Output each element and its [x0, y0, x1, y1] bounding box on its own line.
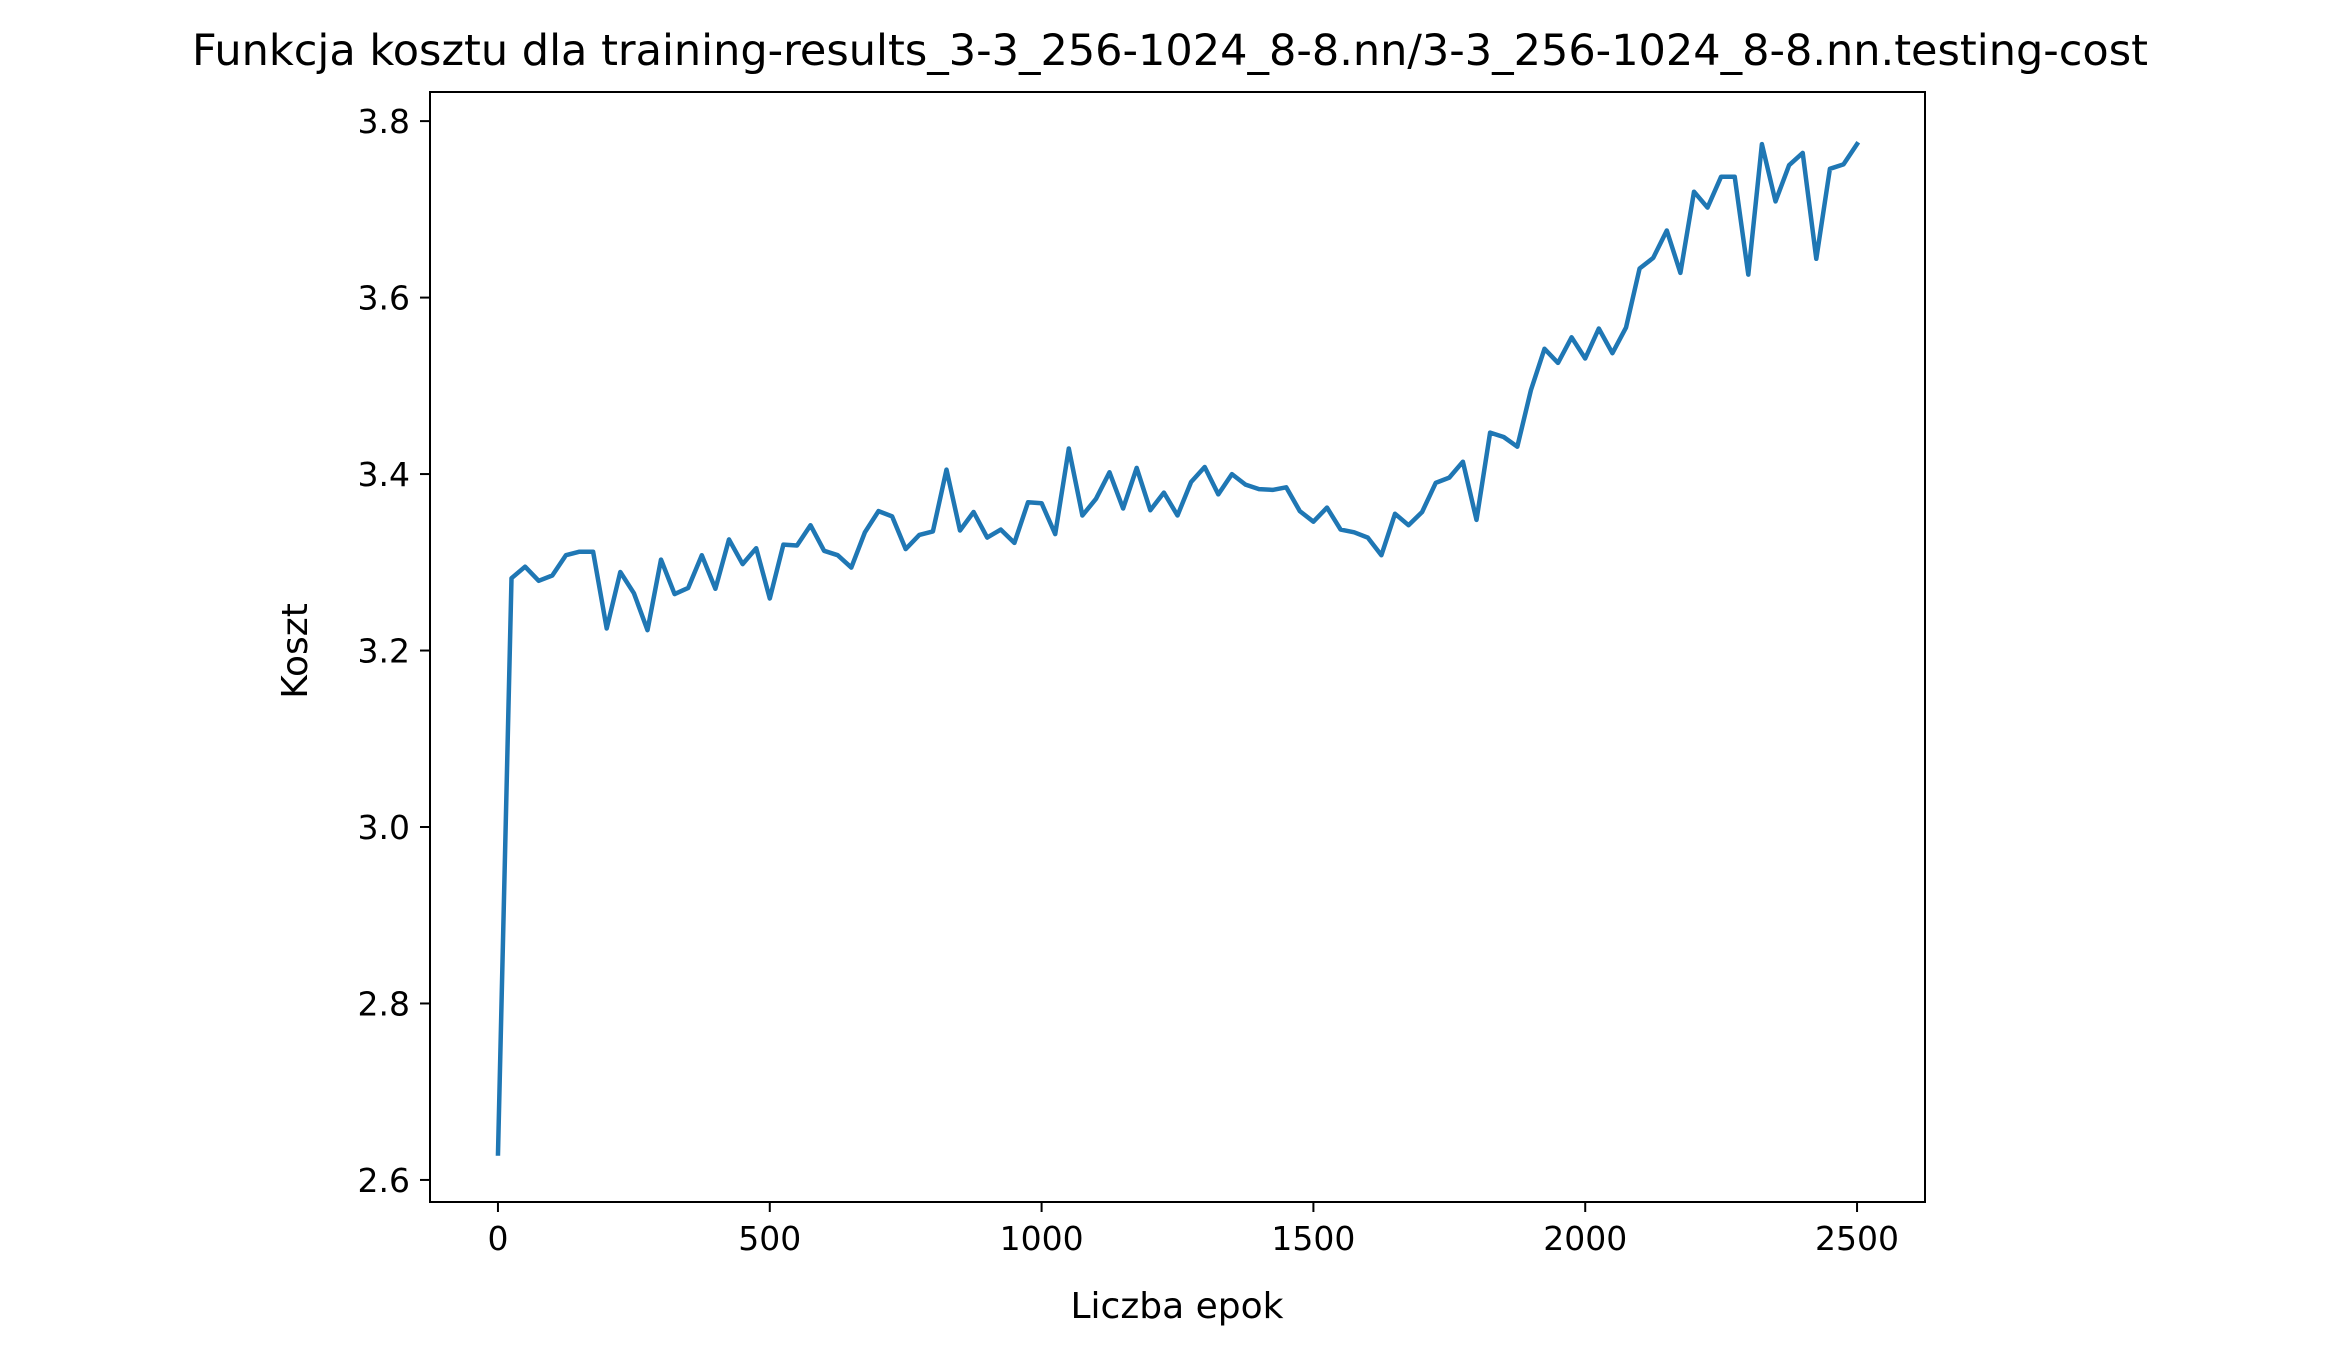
x-tick-label: 2500 — [1815, 1219, 1899, 1258]
series-group — [495, 140, 1861, 1156]
plot-area — [429, 91, 1926, 1203]
y-tick-label: 3.4 — [358, 455, 410, 494]
x-tick-label: 0 — [487, 1219, 508, 1258]
y-tick-label: 3.2 — [358, 632, 410, 671]
chart-title: Funkcja kosztu dla training-results_3-3_… — [192, 26, 2148, 76]
x-tick-label: 1000 — [1000, 1219, 1084, 1258]
x-axis: 0 500 1000 1500 2000 2500 — [487, 1202, 1899, 1258]
y-tick-label: 3.8 — [358, 102, 410, 141]
y-tick-label: 2.8 — [358, 984, 410, 1023]
x-tick-label: 1500 — [1271, 1219, 1355, 1258]
y-axis: 2.6 2.8 3.0 3.2 3.4 3.6 3.8 — [358, 102, 430, 1200]
y-tick-label: 2.6 — [358, 1161, 410, 1200]
x-tick-label: 500 — [738, 1219, 801, 1258]
y-axis-label: Koszt — [275, 603, 316, 699]
y-tick-label: 3.0 — [358, 808, 410, 847]
x-axis-label: Liczba epok — [1071, 1286, 1284, 1327]
plot-frame — [429, 91, 1926, 1203]
series-line — [495, 140, 1861, 1156]
x-tick-label: 2000 — [1543, 1219, 1627, 1258]
plot-background — [430, 92, 1925, 1202]
y-tick-label: 3.6 — [358, 279, 410, 318]
